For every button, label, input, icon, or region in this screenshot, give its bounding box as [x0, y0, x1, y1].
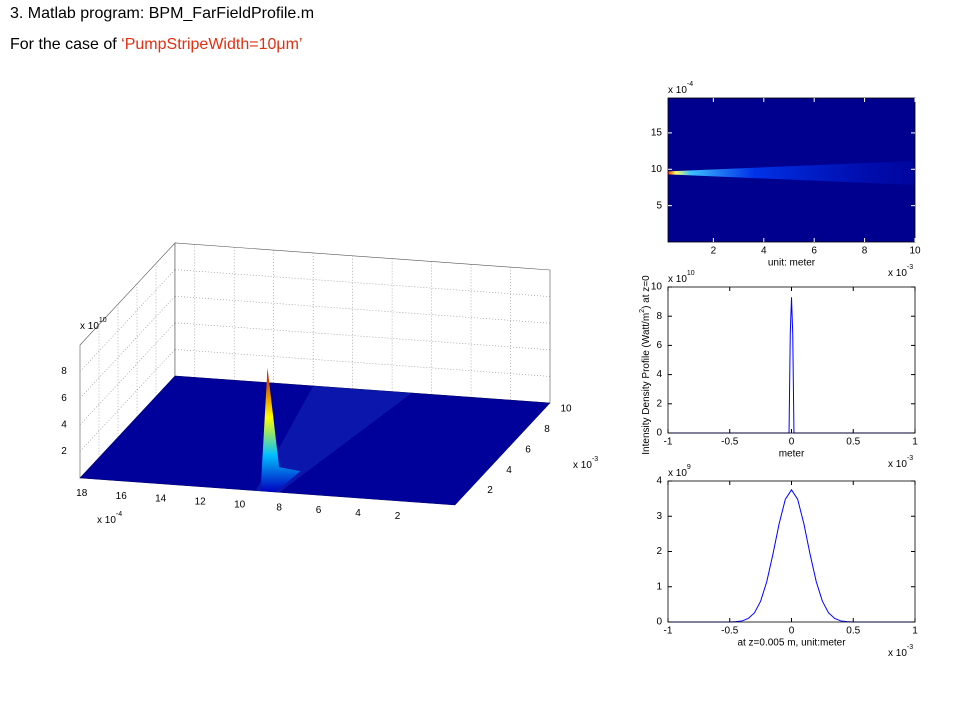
multiplier-base: x 10 — [888, 648, 907, 659]
y-tick-label: 6 — [525, 444, 531, 455]
x-tick-label: 14 — [155, 494, 167, 505]
x-tick-label: 6 — [811, 246, 817, 257]
y-tick-label: 10 — [560, 404, 572, 415]
multiplier-power: 10 — [687, 270, 695, 277]
y-tick-label: 0 — [656, 617, 662, 628]
y-tick-label: 15 — [651, 128, 663, 139]
x-tick-label: 6 — [316, 505, 322, 516]
x-tick-label: 8 — [862, 246, 868, 257]
z-tick-label: 8 — [61, 366, 67, 377]
multiplier-power: -3 — [592, 456, 598, 463]
axis-multiplier: x 1010 — [80, 317, 107, 332]
z-tick-label: 4 — [61, 419, 67, 430]
multiplier-base: x 10 — [668, 85, 687, 96]
y-tick-label: 4 — [656, 476, 662, 487]
multiplier-base: x 10 — [668, 274, 687, 285]
plot-area — [668, 481, 915, 622]
multiplier-base: x 10 — [573, 460, 592, 471]
beam-tail — [255, 385, 412, 493]
y-tick-label: 1 — [656, 581, 662, 592]
grid-line — [79, 269, 176, 372]
y-tick-label: 2 — [656, 546, 662, 557]
y-axis-label-part: Intensity Density Profile (Watt/m — [641, 313, 652, 455]
x-tick-label: 10 — [234, 499, 246, 510]
multiplier-power: -4 — [687, 81, 693, 88]
x-axis-label: unit: meter — [768, 258, 816, 269]
x-tick-label: 18 — [76, 488, 88, 499]
multiplier-power: -3 — [907, 644, 913, 651]
x-tick-label: 0 — [789, 437, 795, 448]
y-axis-label-part: ) at z=0 — [641, 275, 652, 309]
y-tick-label: 5 — [656, 200, 662, 211]
z-tick-label: 2 — [61, 446, 67, 457]
x-tick-label: 8 — [276, 502, 282, 513]
x-axis-label: meter — [779, 449, 805, 460]
y-tick-label: 3 — [656, 511, 662, 522]
subtitle-text: For the case of — [10, 36, 121, 53]
y-axis-label-part: 2 — [639, 309, 646, 313]
z-tick-label: 6 — [61, 393, 67, 404]
axis-multiplier: x 10-3 — [888, 264, 913, 279]
multiplier-base: x 10 — [97, 515, 116, 526]
x-tick-label: -0.5 — [721, 437, 739, 448]
surface — [79, 375, 551, 506]
x-tick-label: 0.5 — [846, 437, 860, 448]
multiplier-base: x 10 — [888, 459, 907, 470]
y-tick-label: 2 — [656, 398, 662, 409]
grid-line — [79, 349, 176, 452]
axes-box — [667, 97, 916, 243]
axis-multiplier: x 109 — [668, 464, 691, 479]
y-tick-label: 4 — [656, 369, 662, 380]
y-tick-label: 10 — [651, 282, 663, 293]
axis-multiplier: x 10-4 — [668, 81, 693, 96]
peak — [260, 367, 301, 493]
x-tick-label: 4 — [761, 246, 767, 257]
axis-multiplier: x 10-3 — [573, 456, 598, 471]
multiplier-power: 9 — [687, 464, 691, 471]
multiplier-base: x 10 — [668, 468, 687, 479]
slide-subtitle: For the case of ‘PumpStripeWidth=10μm’ — [10, 36, 302, 53]
x-tick-label: 0.5 — [846, 626, 860, 637]
y-tick-label: 10 — [651, 164, 663, 175]
y-tick-label: 0 — [656, 428, 662, 439]
x-tick-label: 12 — [195, 497, 207, 508]
y-tick-label: 4 — [506, 465, 512, 476]
y-tick-label: 2 — [487, 485, 493, 496]
multiplier-base: x 10 — [80, 321, 99, 332]
x-tick-label: 2 — [711, 246, 717, 257]
multiplier-base: x 10 — [888, 268, 907, 279]
slide-title: 3. Matlab program: BPM_FarFieldProfile.m — [10, 5, 314, 22]
wall-back — [174, 242, 551, 404]
axis-multiplier: x 10-3 — [888, 644, 913, 659]
y-tick-label: 8 — [544, 424, 550, 435]
x-axis-label: at z=0.005 m, unit:meter — [737, 638, 846, 649]
beam — [668, 160, 915, 185]
x-tick-label: 1 — [912, 437, 918, 448]
multiplier-power: -4 — [116, 511, 122, 518]
x-tick-label: 4 — [355, 508, 361, 519]
multiplier-power: -3 — [907, 455, 913, 462]
axis-multiplier: x 10-4 — [97, 511, 122, 526]
line — [668, 488, 915, 623]
subtitle-highlight: ‘PumpStripeWidth=10μm’ — [121, 36, 302, 53]
grid-line — [79, 322, 176, 426]
y-axis-label: Intensity Density Profile (Watt/m2) at z… — [639, 275, 652, 455]
multiplier-power: 10 — [99, 317, 107, 324]
x-tick-label: -1 — [664, 626, 673, 637]
axis-multiplier: x 1010 — [668, 270, 695, 285]
x-tick-label: -0.5 — [721, 626, 739, 637]
axis-multiplier: x 10-3 — [888, 455, 913, 470]
grid-line — [79, 295, 176, 399]
x-tick-label: 2 — [395, 511, 401, 522]
multiplier-power: -3 — [907, 264, 913, 271]
x-tick-label: 0 — [789, 626, 795, 637]
y-tick-label: 6 — [656, 340, 662, 351]
x-tick-label: 10 — [909, 246, 921, 257]
x-tick-label: 16 — [116, 491, 128, 502]
x-tick-label: -1 — [664, 437, 673, 448]
y-tick-label: 8 — [656, 311, 662, 322]
x-tick-label: 1 — [912, 626, 918, 637]
